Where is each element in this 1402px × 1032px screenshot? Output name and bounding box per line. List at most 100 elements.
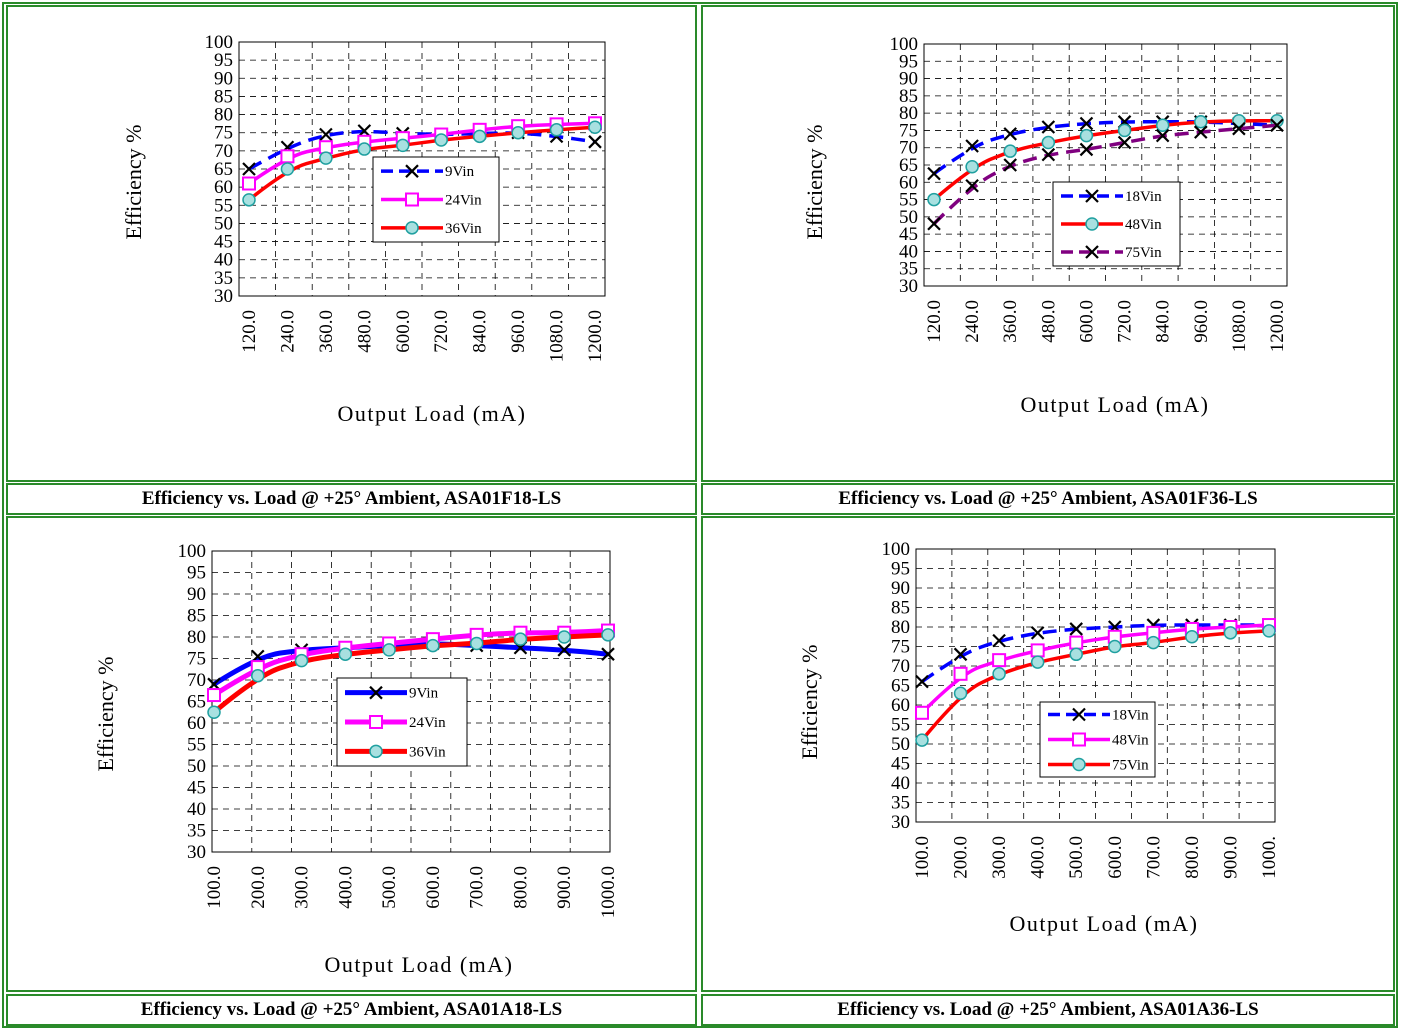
chart-2-ytick-label: 65 <box>899 155 918 176</box>
chart-2-series-1-point <box>965 139 979 153</box>
chart-3-ytick-label: 30 <box>187 842 206 863</box>
chart-4-xtick-label: 300.0 <box>989 836 1010 879</box>
chart-4-xtick-label: 1000. <box>1259 836 1280 879</box>
chart-2-legend-label: 48Vin <box>1125 217 1162 233</box>
chart-1-ytick-label: 65 <box>214 159 233 180</box>
chart-2-ytick-label: 40 <box>899 241 918 262</box>
chart-3-ytick-label: 55 <box>187 735 206 756</box>
chart-1-ytick-label: 35 <box>214 268 233 289</box>
chart-1-series-3-point <box>242 193 256 207</box>
chart-1-xtick-label: 480.0 <box>354 310 375 353</box>
chart-1-legend-marker <box>405 221 419 235</box>
chart-4-ytick-label: 30 <box>891 812 910 833</box>
chart-4-series-2-point <box>953 666 968 681</box>
chart-2-ytick-label: 70 <box>899 138 918 159</box>
chart-3-xtick-label: 100.0 <box>204 866 225 909</box>
chart-1-series-3 <box>242 120 602 207</box>
chart-4-xtick-label: 900.0 <box>1220 836 1241 879</box>
chart-2-xtick-label: 600.0 <box>1076 300 1097 343</box>
chart-4-series-2-point <box>992 653 1007 668</box>
chart-1-ytick-label: 30 <box>214 286 233 307</box>
chart-2-series-3-point <box>1232 121 1246 136</box>
chart-cell-3: 30 35 40 45 50 55 60 65 70 75 80 85 90 95 100 100.0 200.… <box>6 516 697 992</box>
chart-4-ytick-label: 65 <box>891 676 910 697</box>
chart-4-legend-marker <box>1072 707 1086 722</box>
chart-2-caption: Efficiency vs. Load @ +25° Ambient, ASA0… <box>701 483 1395 515</box>
chart-2-series-2-line <box>932 118 1277 201</box>
chart-1-xtick-label: 720.0 <box>431 310 452 353</box>
chart-2-series-3-point <box>1041 147 1056 162</box>
chart-2-series-2-point <box>1003 144 1017 158</box>
chart-1-ytick-label: 45 <box>214 232 233 253</box>
chart-2-xtick-label: 840.0 <box>1153 300 1174 343</box>
chart-3-ytick-label: 95 <box>187 563 206 584</box>
chart-3-series-3-point <box>601 628 615 642</box>
chart-4-x-axis-label: Output Load (mA) <box>1010 911 1199 936</box>
chart-4-ytick-label: 100 <box>882 539 911 560</box>
chart-2-series-2-point <box>1117 123 1132 138</box>
chart-2-ytick-label: 60 <box>899 172 918 193</box>
chart-3-series-3-point <box>426 638 440 653</box>
chart-2-xtick-label: 480.0 <box>1038 300 1059 343</box>
chart-1-ytick-label: 80 <box>214 105 233 126</box>
chart-2-ytick-label: 45 <box>899 224 918 245</box>
chart-3-series-3-point <box>207 705 221 719</box>
chart-4-caption: Efficiency vs. Load @ +25° Ambient, ASA0… <box>701 994 1395 1026</box>
chart-2-ytick-label: 100 <box>890 34 919 55</box>
chart-3-ytick-label: 35 <box>187 821 206 842</box>
chart-3-series-1-point <box>601 647 615 661</box>
chart-4-series-3 <box>915 624 1276 747</box>
chart-3-ytick-label: 50 <box>187 756 206 777</box>
chart-1-ytick-label: 70 <box>214 141 233 162</box>
chart-3-series-2-point <box>207 688 221 703</box>
chart-4-series-3-point <box>1030 655 1045 669</box>
chart-3-ytick-label: 85 <box>187 606 206 627</box>
chart-3-xtick-label: 1000.0 <box>598 866 619 918</box>
chart-3-legend-marker <box>369 685 383 700</box>
chart-1-legend-label: 24Vin <box>445 193 482 209</box>
chart-3-xtick-label: 900.0 <box>554 866 575 909</box>
chart-2-y-axis-label: Efficiency % <box>802 124 827 239</box>
chart-1-series-3-point <box>280 162 295 176</box>
chart-4-series-3-line <box>920 629 1270 742</box>
chart-4-series-2-point <box>1069 635 1084 650</box>
chart-2-series-2-point <box>1194 115 1208 129</box>
chart-2-xtick-label: 1080.0 <box>1229 300 1250 352</box>
chart-1-xtick-label: 1200.0 <box>585 310 606 362</box>
chart-4-series-3-point <box>1262 624 1276 638</box>
chart-4-series-1-point <box>1030 626 1045 640</box>
chart-2-series-2-point <box>1041 135 1056 150</box>
chart-3-ytick-label: 100 <box>178 541 207 562</box>
chart-2-x-axis-label: Output Load (mA) <box>1021 392 1210 417</box>
chart-1-x-axis-label: Output Load (mA) <box>338 401 527 426</box>
chart-3-legend: 9Vin 24Vin 36Vin <box>336 677 468 767</box>
chart-1-xtick-label: 600.0 <box>393 310 414 353</box>
chart-4-xtick-label: 600.0 <box>1105 836 1126 879</box>
chart-1-ytick-label: 55 <box>214 195 233 216</box>
chart-2-ytick-label: 75 <box>899 120 918 141</box>
chart-3-series-3-point <box>382 643 396 657</box>
chart-2-series-3-point <box>1079 142 1094 157</box>
chart-4-ytick-label: 50 <box>891 734 910 755</box>
chart-cell-1: 30 35 40 45 50 55 60 65 70 75 80 85 90 95 100 120.0 240.… <box>6 5 697 482</box>
chart-1-xtick-label: 1080.0 <box>547 310 568 362</box>
chart-2-ytick-label: 35 <box>899 259 918 280</box>
chart-3-series-3-line <box>212 632 609 715</box>
chart-2-legend-marker <box>1085 217 1099 231</box>
chart-2-legend-label: 75Vin <box>1125 245 1162 261</box>
chart-1-series-3-point <box>357 142 372 156</box>
chart-4-series-3-point <box>1223 626 1238 640</box>
chart-2-xtick-label: 1200.0 <box>1267 300 1288 352</box>
chart-4-series-1-line <box>920 623 1269 684</box>
chart-4-series-1-point <box>953 647 968 662</box>
chart-3-legend-label: 9Vin <box>409 686 439 702</box>
chart-3-xtick-label: 600.0 <box>423 866 444 909</box>
chart-2-legend-marker <box>1085 189 1099 203</box>
chart-1-series-2-point <box>242 176 256 191</box>
chart-2-legend-marker <box>1085 245 1099 259</box>
chart-1-ytick-label: 40 <box>214 250 233 271</box>
chart-4-ytick-label: 75 <box>891 637 910 658</box>
chart-4-legend-label: 75Vin <box>1112 758 1149 774</box>
